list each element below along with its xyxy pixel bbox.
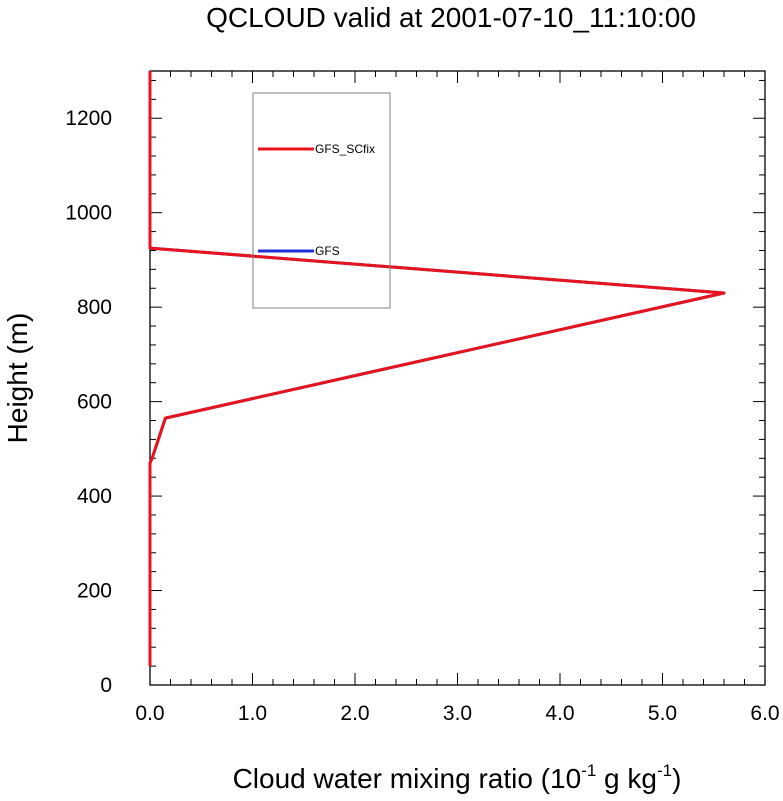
y-tick-label: 1200 <box>65 107 112 130</box>
plot-frame <box>149 70 766 686</box>
x-axis-label: Cloud water mixing ratio (10-1 g kg-1) <box>233 761 682 794</box>
y-tick-label: 400 <box>77 485 112 508</box>
chart-title: QCLOUD valid at 2001-07-10_11:10:00 <box>206 2 696 33</box>
x-tick-label: 3.0 <box>443 702 472 725</box>
legend: GFS_SCfix GFS <box>252 92 391 309</box>
y-tick-label: 800 <box>77 296 112 319</box>
x-tick-label: 5.0 <box>648 702 677 725</box>
axes: 0.0 1.0 2.0 3.0 4.0 5.0 6.0 0 200 400 600 800 1000 12… <box>65 70 780 725</box>
y-tick-label: 600 <box>77 391 112 414</box>
y-tick-label: 200 <box>77 580 112 603</box>
legend-label-gfs: GFS <box>315 244 340 258</box>
y-axis-label: Height (m) <box>2 313 33 444</box>
legend-box <box>252 92 391 309</box>
x-tick-label: 0.0 <box>135 702 164 725</box>
x-tick-label: 4.0 <box>545 702 574 725</box>
y-tick-label: 1000 <box>65 202 112 225</box>
y-tick-label: 0 <box>100 674 112 697</box>
series-line-gfs <box>148 71 726 667</box>
x-tick-label: 6.0 <box>750 702 779 725</box>
legend-label-gfs-scfix: GFS_SCfix <box>315 142 375 156</box>
series-layer <box>148 71 726 667</box>
x-tick-label: 2.0 <box>340 702 369 725</box>
series-line-gfs-scfix <box>148 71 726 667</box>
x-tick-label: 1.0 <box>238 702 267 725</box>
